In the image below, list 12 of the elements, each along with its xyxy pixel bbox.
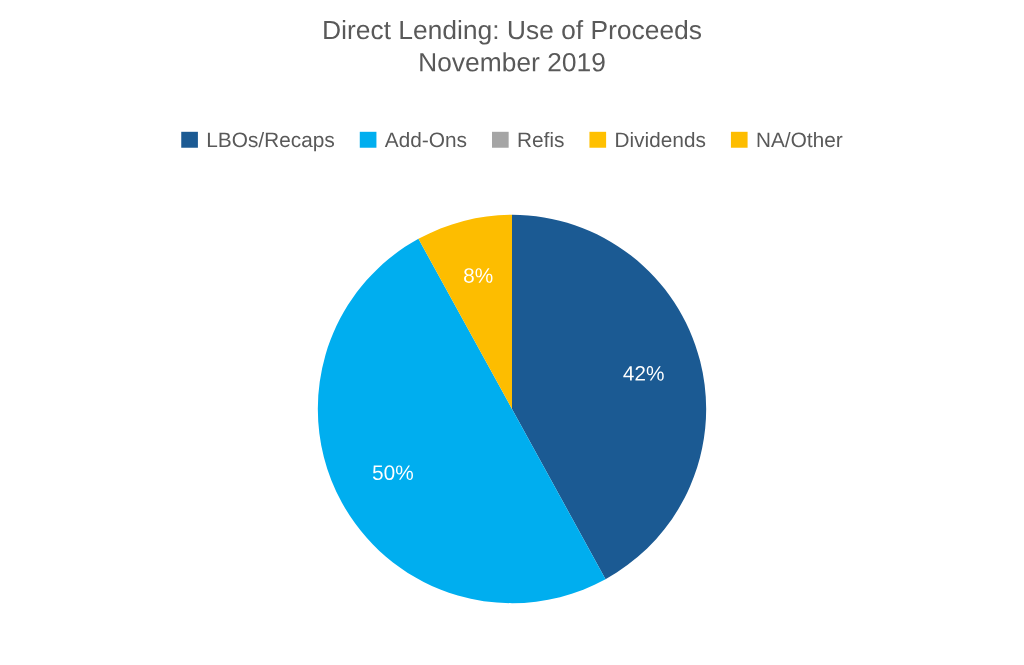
pie-slice <box>418 214 512 409</box>
data-label: 42% <box>623 366 664 381</box>
data-label: 8% <box>464 268 493 283</box>
chart-title: Direct Lending: Use of Proceeds November 2019 <box>324 19 702 72</box>
legend-label: Dividends <box>616 131 706 148</box>
legend-label: Refis <box>518 131 564 148</box>
pie-slice <box>512 214 707 580</box>
pie-slice <box>317 238 606 604</box>
data-label: 50% <box>372 465 413 481</box>
legend-label: NA/Other <box>757 131 843 148</box>
legend-label: Add-Ons <box>384 131 467 148</box>
legend-label: LBOs/Recaps <box>207 131 335 152</box>
